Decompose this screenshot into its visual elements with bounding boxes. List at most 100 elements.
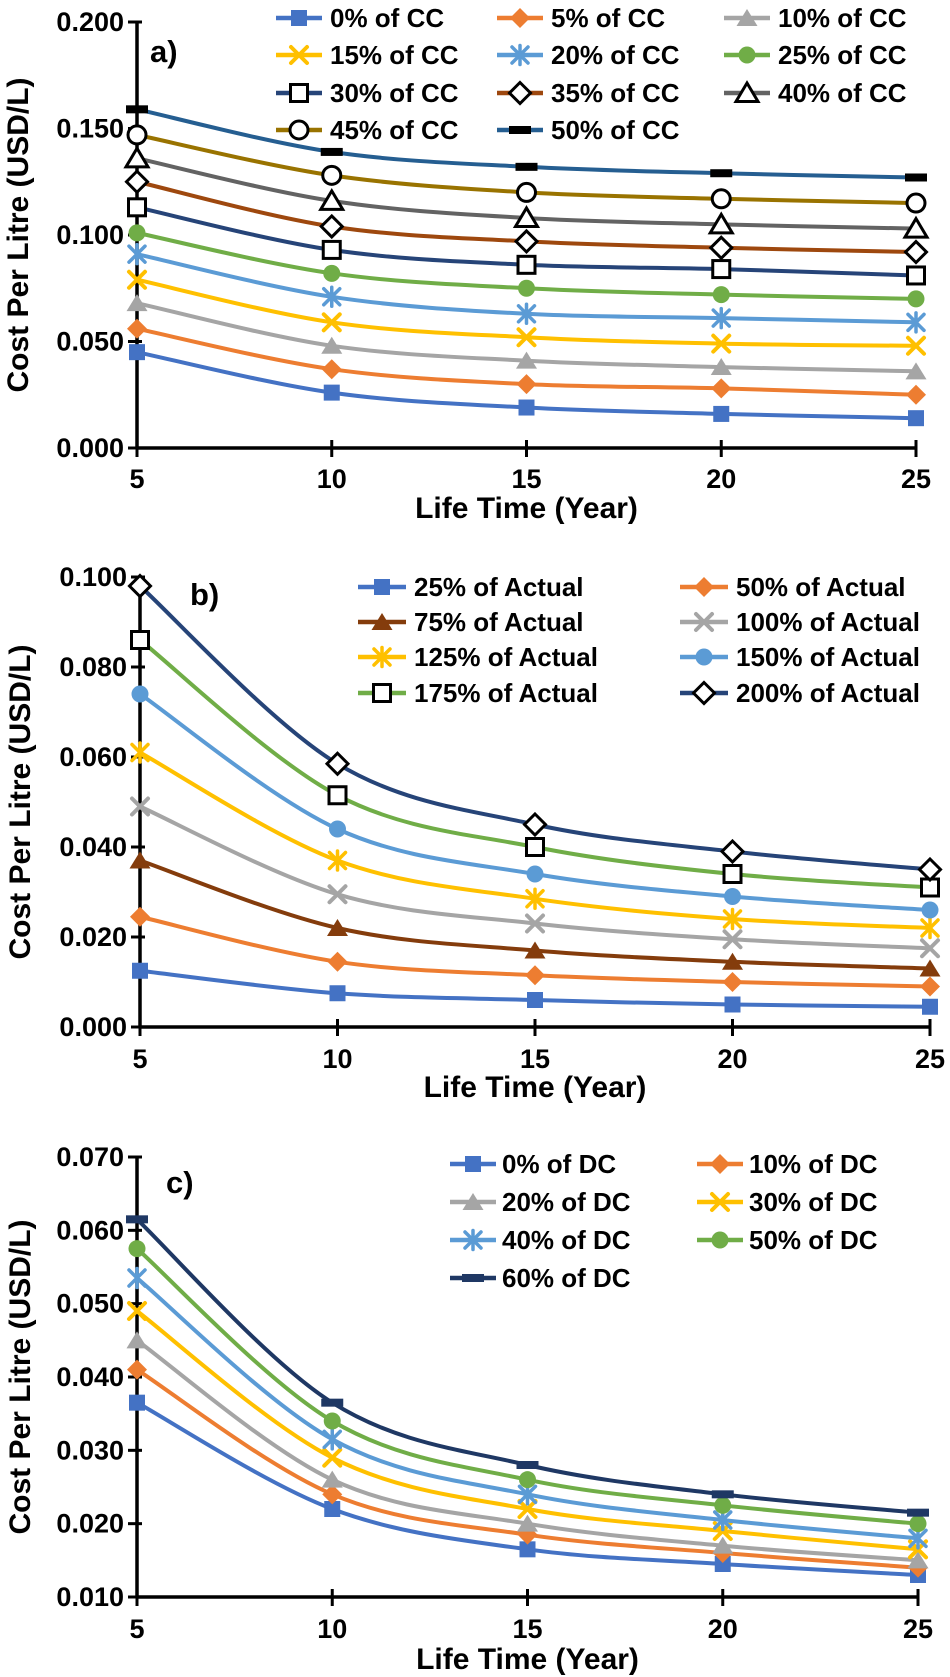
legend-label: 30% of DC — [749, 1187, 878, 1217]
series-marker-dash — [509, 126, 531, 134]
series-marker-open-diamond — [513, 228, 540, 255]
series-marker-square — [324, 1501, 341, 1517]
series-marker-square — [527, 992, 543, 1008]
y-tick-label: 0.060 — [59, 742, 127, 772]
series-marker-triangle — [516, 351, 537, 369]
series-marker-open-triangle — [318, 187, 346, 211]
x-tick-label: 15 — [520, 1044, 550, 1074]
x-tick-label: 20 — [717, 1044, 747, 1074]
x-tick-label: 5 — [129, 1614, 144, 1644]
series-marker-asterisk — [127, 1266, 147, 1290]
series-marker-asterisk — [322, 285, 342, 309]
legend-item: 40% of DC — [450, 1225, 631, 1255]
series-marker-diamond — [510, 8, 530, 28]
series-marker-square — [132, 962, 148, 979]
series-marker-open-diamond — [719, 838, 746, 865]
legend-item: 50% of CC — [497, 115, 680, 145]
panel-label: b) — [190, 577, 219, 612]
series-marker-asterisk — [322, 1428, 342, 1451]
legend-label: 10% of CC — [778, 3, 907, 33]
y-axis-title: Cost Per Litre (USD/L) — [4, 1219, 37, 1534]
legend-label: 60% of DC — [502, 1263, 631, 1293]
series-marker-asterisk — [372, 645, 392, 669]
series-marker-diamond — [321, 359, 342, 380]
series-marker-diamond — [327, 951, 348, 972]
series-marker-open-diamond — [691, 680, 717, 706]
series-marker-diamond — [516, 374, 537, 395]
series-marker-triangle — [722, 952, 743, 970]
series-marker-asterisk — [327, 849, 348, 872]
series-marker-x — [694, 612, 714, 632]
series-marker-open-triangle — [123, 145, 151, 169]
legend-label: 150% of Actual — [736, 642, 920, 672]
legend-item: 30% of DC — [697, 1187, 878, 1217]
series-marker-triangle — [126, 294, 148, 312]
series-marker-dash — [126, 1215, 148, 1224]
series-marker-open-circle — [288, 119, 310, 141]
y-tick-label: 0.050 — [56, 327, 124, 357]
series-marker-circle — [131, 685, 149, 703]
legend-label: 50% of DC — [749, 1225, 878, 1255]
series-marker-dash — [907, 1508, 929, 1517]
legend-item: 60% of DC — [450, 1263, 631, 1293]
series-marker-open-diamond — [127, 573, 153, 599]
series-marker-triangle — [321, 1470, 343, 1488]
series-marker-dash — [515, 162, 538, 171]
series-marker-triangle — [736, 9, 758, 26]
series-marker-circle — [738, 46, 756, 64]
series-marker-x — [327, 884, 348, 905]
series-marker-asterisk — [525, 887, 545, 910]
legend-item: 40% of CC — [724, 78, 907, 108]
legend-label: 0% of DC — [502, 1149, 616, 1179]
series-marker-circle — [519, 1471, 536, 1489]
series-marker-asterisk — [711, 306, 731, 330]
series-marker-asterisk — [906, 311, 926, 334]
series-marker-square — [713, 405, 730, 422]
series-marker-diamond — [322, 1484, 343, 1505]
legend-item: 150% of Actual — [680, 642, 920, 672]
series-marker-open-diamond — [917, 856, 943, 883]
series-marker-open-square — [525, 837, 545, 857]
series-marker-circle — [907, 290, 925, 308]
legend-item: 0% of CC — [276, 3, 444, 33]
series-marker-dash — [321, 1398, 344, 1407]
series-marker-x — [130, 796, 150, 817]
legend-item: 125% of Actual — [358, 642, 598, 672]
y-tick-label: 0.000 — [56, 433, 124, 463]
series-marker-square — [908, 410, 924, 427]
series-marker-open-circle — [516, 181, 537, 203]
series-marker-asterisk — [920, 916, 940, 940]
series-marker-open-square — [722, 864, 743, 884]
panel-label: c) — [166, 1165, 194, 1200]
series-marker-diamond — [711, 378, 732, 399]
chart-panel-c: 0.010 0.020 0.030 0.040 0.050 0.060 0.070 5 10 15… — [4, 1142, 933, 1676]
legend-label: 35% of CC — [551, 78, 680, 108]
series-marker-triangle — [327, 919, 348, 936]
legend-item: 30% of CC — [276, 78, 459, 108]
legend-label: 5% of CC — [551, 3, 665, 33]
series-marker-circle — [526, 865, 544, 883]
series-marker-circle — [128, 1240, 146, 1258]
series-marker-dash — [516, 1461, 539, 1469]
series-marker-circle — [329, 820, 346, 838]
series-marker-circle — [711, 1231, 729, 1249]
y-tick-label: 0.100 — [56, 220, 124, 250]
series-marker-asterisk — [510, 43, 530, 67]
y-tick-label: 0.000 — [59, 1012, 127, 1042]
series-marker-open-square — [516, 254, 537, 275]
series-marker-square — [129, 1394, 145, 1411]
y-tick-label: 0.010 — [56, 1582, 124, 1612]
legend-label: 100% of Actual — [736, 607, 920, 637]
y-tick-label: 0.040 — [56, 1362, 124, 1392]
series-marker-open-diamond — [124, 169, 150, 195]
legend-item: 175% of Actual — [358, 678, 598, 708]
series-marker-asterisk — [127, 242, 147, 266]
y-axis-title: Cost Per Litre (USD/L) — [4, 644, 37, 959]
legend-label: 30% of CC — [330, 78, 459, 108]
series-marker-square — [129, 344, 145, 361]
series-marker-dash — [126, 105, 148, 114]
series-marker-triangle — [907, 1551, 929, 1569]
series-marker-circle — [714, 1496, 732, 1514]
